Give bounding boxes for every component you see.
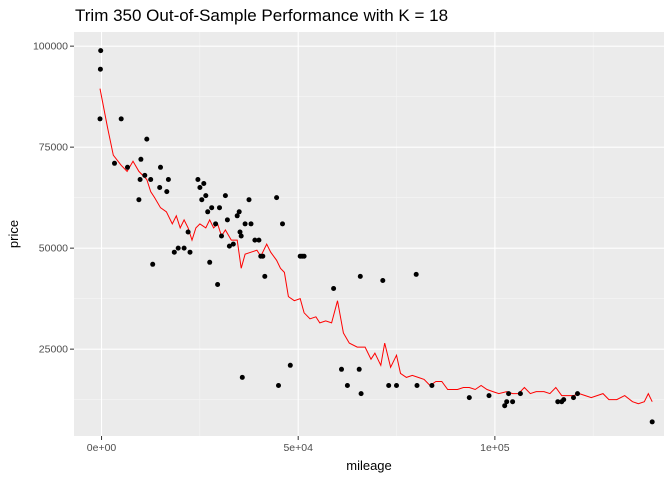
data-point xyxy=(256,237,262,243)
data-point xyxy=(262,273,268,279)
data-point xyxy=(339,366,344,372)
data-point xyxy=(226,243,232,249)
y-tick-label: 50000 xyxy=(39,243,68,255)
data-point xyxy=(356,366,362,372)
data-point xyxy=(301,253,307,259)
data-point xyxy=(248,221,254,227)
data-point xyxy=(199,197,205,203)
data-point xyxy=(429,383,435,388)
data-point xyxy=(197,185,203,190)
data-point xyxy=(118,116,124,122)
data-point xyxy=(344,383,350,388)
data-point xyxy=(276,383,281,388)
data-point xyxy=(230,241,236,247)
data-point xyxy=(502,403,508,409)
data-point xyxy=(219,233,224,239)
data-point xyxy=(150,261,156,267)
data-point xyxy=(252,237,258,243)
data-point xyxy=(97,66,103,72)
data-point xyxy=(137,177,143,182)
data-point xyxy=(171,249,177,255)
data-point xyxy=(280,221,285,227)
data-point xyxy=(466,395,472,401)
data-point xyxy=(414,383,420,388)
data-point xyxy=(164,189,170,195)
data-point xyxy=(236,209,242,215)
x-axis-title: mileage xyxy=(346,458,392,473)
data-point xyxy=(506,391,512,397)
data-point xyxy=(555,399,561,405)
data-point xyxy=(517,391,523,397)
data-point xyxy=(205,209,211,215)
data-point xyxy=(175,245,181,251)
data-point xyxy=(260,253,266,259)
data-point xyxy=(187,249,193,255)
y-axis: 25000 50000 75000 100000 xyxy=(33,41,74,356)
data-point xyxy=(203,193,209,199)
data-point xyxy=(165,177,171,182)
data-point xyxy=(394,383,399,388)
data-point xyxy=(209,205,215,211)
data-point xyxy=(486,393,492,399)
data-point xyxy=(561,397,567,403)
plot-panel xyxy=(74,32,664,436)
data-point xyxy=(575,391,580,397)
data-point xyxy=(386,383,392,388)
data-point xyxy=(274,195,280,201)
data-point xyxy=(222,193,228,199)
data-point xyxy=(287,362,293,368)
data-point xyxy=(357,273,363,279)
data-point xyxy=(504,399,510,405)
data-point xyxy=(97,116,103,122)
data-point xyxy=(98,48,104,54)
data-point xyxy=(510,399,516,405)
data-point xyxy=(242,221,248,227)
data-point xyxy=(380,278,386,283)
x-tick-label: 1e+05 xyxy=(480,442,510,454)
data-point xyxy=(201,181,207,186)
data-point xyxy=(148,177,154,182)
data-point xyxy=(138,156,144,162)
y-axis-title: price xyxy=(6,220,21,248)
x-tick-label: 0e+00 xyxy=(87,442,117,454)
fit-line-layer xyxy=(99,88,653,405)
data-point xyxy=(207,259,213,265)
y-tick-label: 100000 xyxy=(33,41,68,53)
data-point xyxy=(237,229,243,235)
data-point xyxy=(571,395,576,401)
knn-fit-line xyxy=(99,88,653,405)
data-point xyxy=(158,164,163,170)
data-point xyxy=(213,221,219,227)
data-point xyxy=(224,217,230,223)
data-point xyxy=(331,286,337,291)
data-point xyxy=(142,172,148,178)
data-point xyxy=(413,271,419,277)
data-point xyxy=(234,213,240,219)
data-point xyxy=(185,229,191,235)
data-point xyxy=(112,160,117,166)
data-point xyxy=(157,185,163,190)
data-point xyxy=(195,177,201,182)
y-tick-label: 25000 xyxy=(39,344,68,356)
data-point xyxy=(144,136,150,142)
data-point xyxy=(215,282,221,287)
data-point xyxy=(136,197,142,203)
x-tick-label: 5e+04 xyxy=(283,442,313,454)
x-axis: 0e+00 5e+04 1e+05 xyxy=(87,436,510,454)
major-gridlines xyxy=(74,32,664,436)
data-point xyxy=(238,233,244,239)
data-point xyxy=(125,164,130,170)
data-point xyxy=(358,391,364,397)
y-tick-label: 75000 xyxy=(39,142,68,154)
data-point xyxy=(246,197,252,203)
data-point xyxy=(217,205,222,211)
chart-title: Trim 350 Out-of-Sample Performance with … xyxy=(75,6,449,25)
data-point xyxy=(649,419,655,425)
data-point xyxy=(239,374,245,380)
data-points-layer xyxy=(97,48,655,425)
data-point xyxy=(181,245,187,251)
